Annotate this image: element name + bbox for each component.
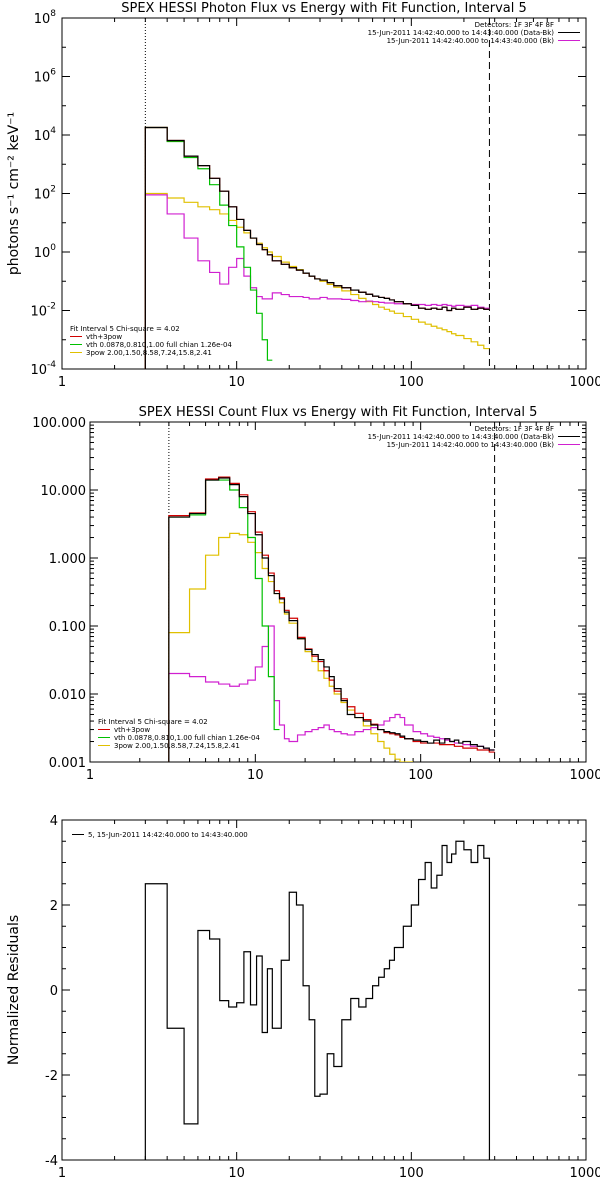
legend-right-entry: 15-Jun-2011 14:42:40.000 to 14:43:40.000… [368, 29, 555, 37]
y-tick-label: 4 [50, 814, 58, 829]
series-Data-Bk [144, 126, 490, 369]
y-tick-label: 1.000 [49, 552, 86, 567]
y-tick-label: 102 [34, 185, 56, 203]
legend-left-entry: vth+3pow [86, 333, 122, 341]
series-vth [168, 479, 280, 762]
legend-detectors: Detectors: 1F 3F 4F 8F [475, 425, 554, 433]
legend-right-entry: 15-Jun-2011 14:42:40.000 to 14:43:40.000… [387, 37, 555, 45]
y-tick-base: 10 [34, 12, 51, 27]
y-tick-base: 10 [34, 246, 51, 261]
x-tick-label: 100 [399, 1166, 424, 1181]
y-tick-label: 104 [34, 126, 57, 144]
y-tick-exp: 8 [50, 9, 56, 19]
y-tick-label: 10.000 [41, 484, 87, 499]
x-tick-label: 1 [86, 768, 94, 783]
y-tick-exp: 2 [50, 185, 56, 195]
legend-fit-header: Fit Interval 5 Chi-square = 4.02 [70, 325, 180, 333]
y-tick-label: 100 [34, 243, 57, 261]
series-residuals [144, 840, 491, 1160]
legend-left-entry: vth 0.0878,0.810,1.00 full chian 1.26e-0… [114, 734, 260, 742]
y-tick-label: -2 [45, 1069, 58, 1084]
x-tick-label: 10 [247, 768, 264, 783]
y-tick-base: 10 [34, 71, 51, 86]
legend-left-entry: 3pow 2.00,1.50,8.58,7.24,15.8,2.41 [86, 349, 212, 357]
panel-3: 1 10 100 1000 -4 -2 0 2 4 Normalized Residuals 5, … [6, 814, 600, 1181]
chart-title: SPEX HESSI Photon Flux vs Energy with Fi… [121, 1, 527, 16]
y-tick-exp: -2 [47, 302, 56, 312]
y-tick-label: 2 [50, 899, 58, 914]
plot-frame [61, 17, 587, 370]
y-tick-label: 0 [50, 984, 58, 999]
legend-right-entry: 15-Jun-2011 14:42:40.000 to 14:43:40.000… [368, 433, 555, 441]
panel-2: SPEX HESSI Count Flux vs Energy with Fit… [32, 405, 600, 783]
y-axis-label: photons s⁻¹ cm⁻² keV⁻¹ [6, 112, 22, 275]
series-vth+3pow [168, 476, 495, 762]
x-tick-label: 1000 [569, 375, 600, 390]
y-tick-label: 0.001 [49, 756, 86, 771]
series-vth+3pow [144, 126, 490, 369]
series-Data-Bk [168, 477, 495, 762]
y-tick-exp: 6 [50, 68, 56, 78]
legend-fit-header: Fit Interval 5 Chi-square = 4.02 [98, 718, 208, 726]
legend-left-entry: 3pow 2.00,1.50,8.58,7.24,15.8,2.41 [114, 742, 240, 750]
chart-title: SPEX HESSI Count Flux vs Energy with Fit… [139, 405, 538, 420]
y-axis-label: Normalized Residuals [6, 915, 22, 1065]
legend-right-entry: 15-Jun-2011 14:42:40.000 to 14:43:40.000… [387, 441, 555, 449]
legend-left-entry: vth 0.0878,0.810,1.00 full chian 1.26e-0… [86, 341, 232, 349]
x-tick-label: 1 [58, 1166, 66, 1181]
series-3pow [168, 532, 414, 762]
y-tick-label: 10-4 [30, 360, 56, 378]
plot-frame [61, 819, 587, 1161]
x-tick-label: 100 [408, 768, 433, 783]
legend-left-entry: vth+3pow [114, 726, 150, 734]
x-tick-label: 10 [228, 1166, 245, 1181]
y-tick-exp: 4 [50, 126, 56, 136]
y-tick-label: -4 [45, 1154, 58, 1169]
y-tick-base: 10 [30, 363, 47, 378]
y-tick-label: 0.010 [49, 688, 86, 703]
y-tick-label: 106 [34, 68, 57, 86]
y-tick-base: 10 [30, 305, 47, 320]
x-tick-label: 1000 [569, 768, 600, 783]
x-tick-label: 1 [58, 375, 66, 390]
legend-entry: 5, 15-Jun-2011 14:42:40.000 to 14:43:40.… [88, 831, 248, 839]
y-tick-label: 0.100 [49, 620, 86, 635]
y-tick-base: 10 [34, 188, 51, 203]
plot-frame [89, 421, 587, 763]
x-tick-label: 100 [399, 375, 424, 390]
legend-detectors: Detectors: 1F 3F 4F 8F [475, 21, 554, 29]
panel-1: SPEX HESSI Photon Flux vs Energy with Fi… [6, 1, 600, 390]
x-tick-label: 1000 [569, 1166, 600, 1181]
y-tick-base: 10 [34, 129, 51, 144]
y-tick-label: 10-2 [30, 302, 56, 320]
y-tick-exp: 0 [50, 243, 56, 253]
y-tick-label: 108 [34, 9, 57, 27]
x-tick-label: 10 [228, 375, 245, 390]
series-Bk [144, 194, 490, 369]
y-tick-label: 100.000 [32, 416, 86, 431]
y-tick-exp: -4 [47, 360, 56, 370]
